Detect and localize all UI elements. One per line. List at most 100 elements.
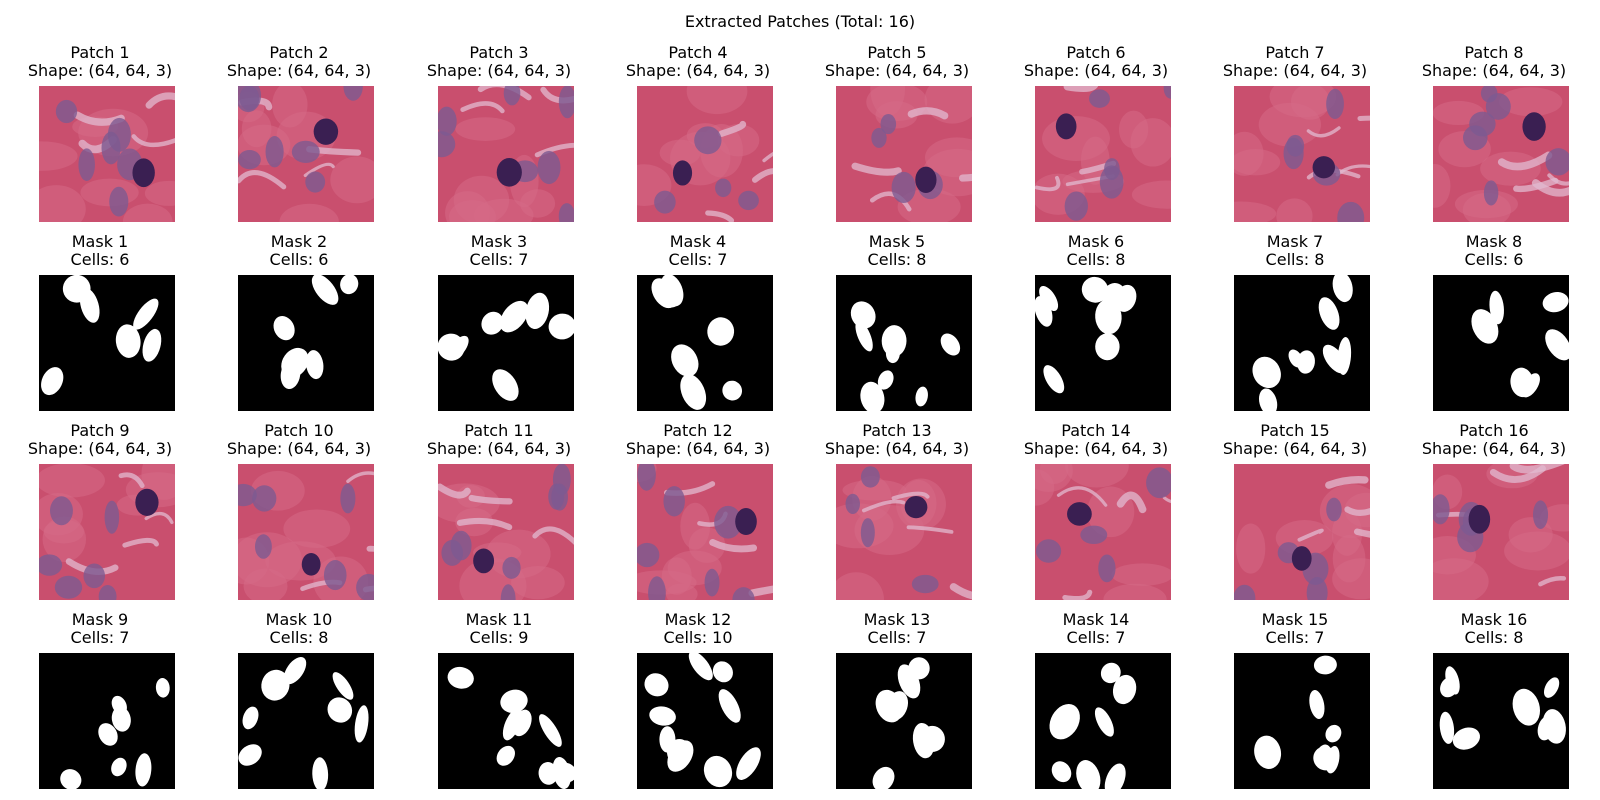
mask-cell xyxy=(1051,761,1072,783)
mask-label: Mask 10 xyxy=(265,610,333,629)
mask-image xyxy=(836,653,972,789)
mask-image xyxy=(438,653,574,789)
mask-cell xyxy=(60,769,82,789)
patch-image xyxy=(1035,464,1171,600)
mask-cell xyxy=(115,324,141,358)
patch-title: Patch 15 Shape: (64, 64, 3) xyxy=(1195,422,1395,458)
mask-cell xyxy=(1112,674,1137,705)
mask-label: Mask 13 xyxy=(863,610,931,629)
mask-cell xyxy=(703,755,733,788)
mask-cell xyxy=(872,766,895,789)
mask-cell xyxy=(242,706,259,730)
mask-cell xyxy=(447,666,474,689)
patch-image xyxy=(1433,86,1569,222)
patch-image xyxy=(438,86,574,222)
patch-svg xyxy=(836,464,972,600)
mask-image xyxy=(438,275,574,411)
mask-cell-count: Cells: 7 xyxy=(469,250,529,269)
mask-cell xyxy=(502,708,522,741)
mask-cell xyxy=(1309,690,1325,719)
patch-shape: Shape: (64, 64, 3) xyxy=(1222,61,1368,80)
mask-cell xyxy=(1512,688,1541,726)
mask-cell xyxy=(860,381,885,411)
mask-cell-count: Cells: 7 xyxy=(70,628,130,647)
patch-shape: Shape: (64, 64, 3) xyxy=(27,61,173,80)
patch-image xyxy=(1234,86,1370,222)
mask-cell xyxy=(1297,350,1315,374)
mask-label: Mask 16 xyxy=(1460,610,1528,629)
mask-cell xyxy=(1318,297,1340,330)
mask-cell xyxy=(1039,285,1059,312)
mask-svg xyxy=(39,275,175,411)
patch-svg xyxy=(39,86,175,222)
mask-cell-count: Cells: 8 xyxy=(1464,628,1524,647)
mask-svg xyxy=(1433,653,1569,789)
mask-image xyxy=(637,653,773,789)
mask-cell xyxy=(354,705,369,743)
mask-cell xyxy=(671,344,699,377)
mask-cell xyxy=(481,311,504,335)
mask-cell xyxy=(1095,299,1122,335)
mask-cell xyxy=(850,301,876,329)
patch-svg xyxy=(1433,86,1569,222)
patch-label: Patch 9 xyxy=(70,421,130,440)
patch-svg xyxy=(1433,464,1569,600)
mask-cell xyxy=(659,726,676,753)
patch-title: Patch 11 Shape: (64, 64, 3) xyxy=(399,422,599,458)
patch-shape: Shape: (64, 64, 3) xyxy=(625,61,771,80)
mask-label: Mask 12 xyxy=(664,610,732,629)
mask-cell xyxy=(273,315,295,341)
mask-svg xyxy=(637,275,773,411)
mask-cell xyxy=(644,673,669,697)
mask-cell xyxy=(525,292,550,330)
mask-image xyxy=(637,275,773,411)
mask-cell xyxy=(1313,655,1337,675)
mask-cell-count: Cells: 9 xyxy=(469,628,529,647)
patch-label: Patch 8 xyxy=(1464,43,1524,62)
mask-cell xyxy=(281,347,309,378)
mask-cell xyxy=(1542,709,1566,744)
mask-cell xyxy=(332,672,354,700)
patch-image xyxy=(238,464,374,600)
mask-cell xyxy=(1445,666,1460,695)
mask-svg xyxy=(637,653,773,789)
mask-svg xyxy=(1234,653,1370,789)
patch-image xyxy=(39,86,175,222)
mask-image xyxy=(39,275,175,411)
mask-cell-count: Cells: 8 xyxy=(1265,250,1325,269)
mask-cell xyxy=(920,725,945,752)
patch-title: Patch 1 Shape: (64, 64, 3) xyxy=(0,44,200,80)
mask-cell xyxy=(305,350,324,380)
mask-cell xyxy=(1049,704,1080,740)
mask-cell xyxy=(877,370,894,390)
mask-cell xyxy=(1545,329,1569,361)
mask-image xyxy=(1234,653,1370,789)
patch-image xyxy=(1234,464,1370,600)
mask-title: Mask 5 Cells: 8 xyxy=(797,233,997,269)
mask-cell-count: Cells: 8 xyxy=(1066,250,1126,269)
mask-cell-count: Cells: 10 xyxy=(663,628,733,647)
mask-svg xyxy=(238,275,374,411)
mask-cell-count: Cells: 6 xyxy=(1464,250,1524,269)
mask-title: Mask 16 Cells: 8 xyxy=(1394,611,1594,647)
patch-title: Patch 4 Shape: (64, 64, 3) xyxy=(598,44,798,80)
patch-image xyxy=(836,464,972,600)
patch-title: Patch 6 Shape: (64, 64, 3) xyxy=(996,44,1196,80)
patch-shape: Shape: (64, 64, 3) xyxy=(226,61,372,80)
patch-shape: Shape: (64, 64, 3) xyxy=(824,439,970,458)
patch-label: Patch 3 xyxy=(469,43,529,62)
patch-title: Patch 9 Shape: (64, 64, 3) xyxy=(0,422,200,458)
mask-svg xyxy=(1234,275,1370,411)
mask-cell xyxy=(722,380,743,401)
mask-title: Mask 7 Cells: 8 xyxy=(1195,233,1395,269)
mask-cell xyxy=(548,313,574,340)
mask-cell-count: Cells: 8 xyxy=(269,628,329,647)
mask-svg xyxy=(438,275,574,411)
patch-image xyxy=(1035,86,1171,222)
patch-label: Patch 16 xyxy=(1459,421,1529,440)
mask-title: Mask 12 Cells: 10 xyxy=(598,611,798,647)
mask-title: Mask 14 Cells: 7 xyxy=(996,611,1196,647)
patch-label: Patch 13 xyxy=(862,421,932,440)
mask-cell xyxy=(111,706,131,732)
patch-title: Patch 12 Shape: (64, 64, 3) xyxy=(598,422,798,458)
